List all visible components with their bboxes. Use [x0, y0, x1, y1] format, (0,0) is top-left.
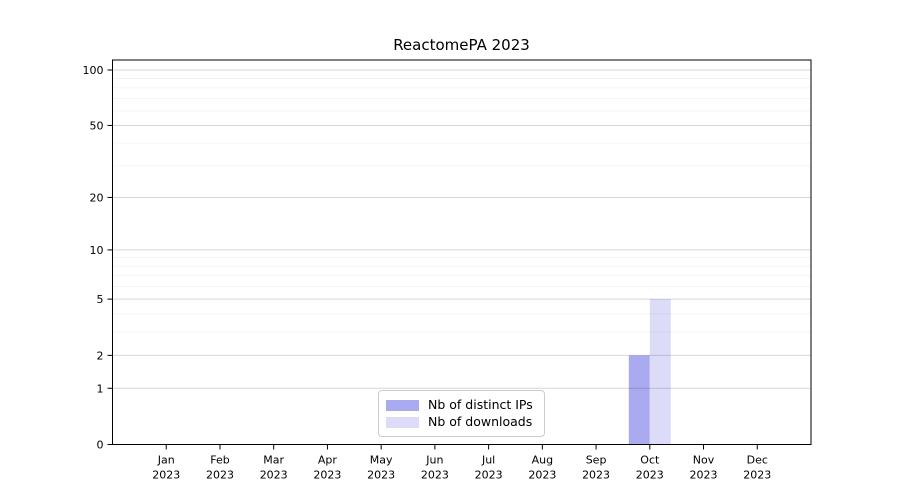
legend-swatch-distinct-ips	[386, 399, 419, 411]
x-tick-label: May 2023	[367, 454, 395, 482]
x-tick-label: Oct 2023	[636, 454, 664, 482]
x-tick-label: Apr 2023	[313, 454, 341, 482]
x-tick-label: Mar 2023	[260, 454, 288, 482]
y-tick-label: 10	[90, 244, 104, 257]
y-tick-label: 50	[90, 119, 104, 132]
x-tick-label: Sep 2023	[582, 454, 610, 482]
y-tick-label: 20	[90, 191, 104, 204]
x-tick-label: Nov 2023	[690, 454, 718, 482]
x-tick-label: Feb 2023	[206, 454, 234, 482]
x-tick-label: Jul 2023	[475, 454, 503, 482]
x-tick-label: Dec 2023	[743, 454, 771, 482]
legend-swatch-downloads	[386, 416, 419, 428]
legend-label-downloads: Nb of downloads	[428, 413, 533, 429]
legend-label-distinct-ips: Nb of distinct IPs	[428, 396, 533, 412]
chart-title: ReactomePA 2023	[393, 36, 530, 54]
x-tick-label: Jan 2023	[152, 454, 180, 482]
x-tick-label: Aug 2023	[528, 454, 556, 482]
legend-item-distinct-ips: Nb of distinct IPs	[386, 396, 534, 412]
y-tick-label: 0	[97, 439, 104, 452]
bar-nb-of-downloads	[649, 299, 671, 445]
y-tick-label: 5	[97, 293, 104, 306]
y-tick-label: 2	[97, 349, 104, 362]
legend-item-downloads: Nb of downloads	[386, 413, 534, 429]
bar-nb-of-distinct-ips	[628, 355, 650, 445]
plot-border	[112, 59, 812, 445]
y-tick-label: 100	[83, 64, 104, 77]
y-tick-label: 1	[97, 382, 104, 395]
x-tick-label: Jun 2023	[421, 454, 449, 482]
legend: Nb of distinct IPs Nb of downloads	[378, 390, 545, 437]
